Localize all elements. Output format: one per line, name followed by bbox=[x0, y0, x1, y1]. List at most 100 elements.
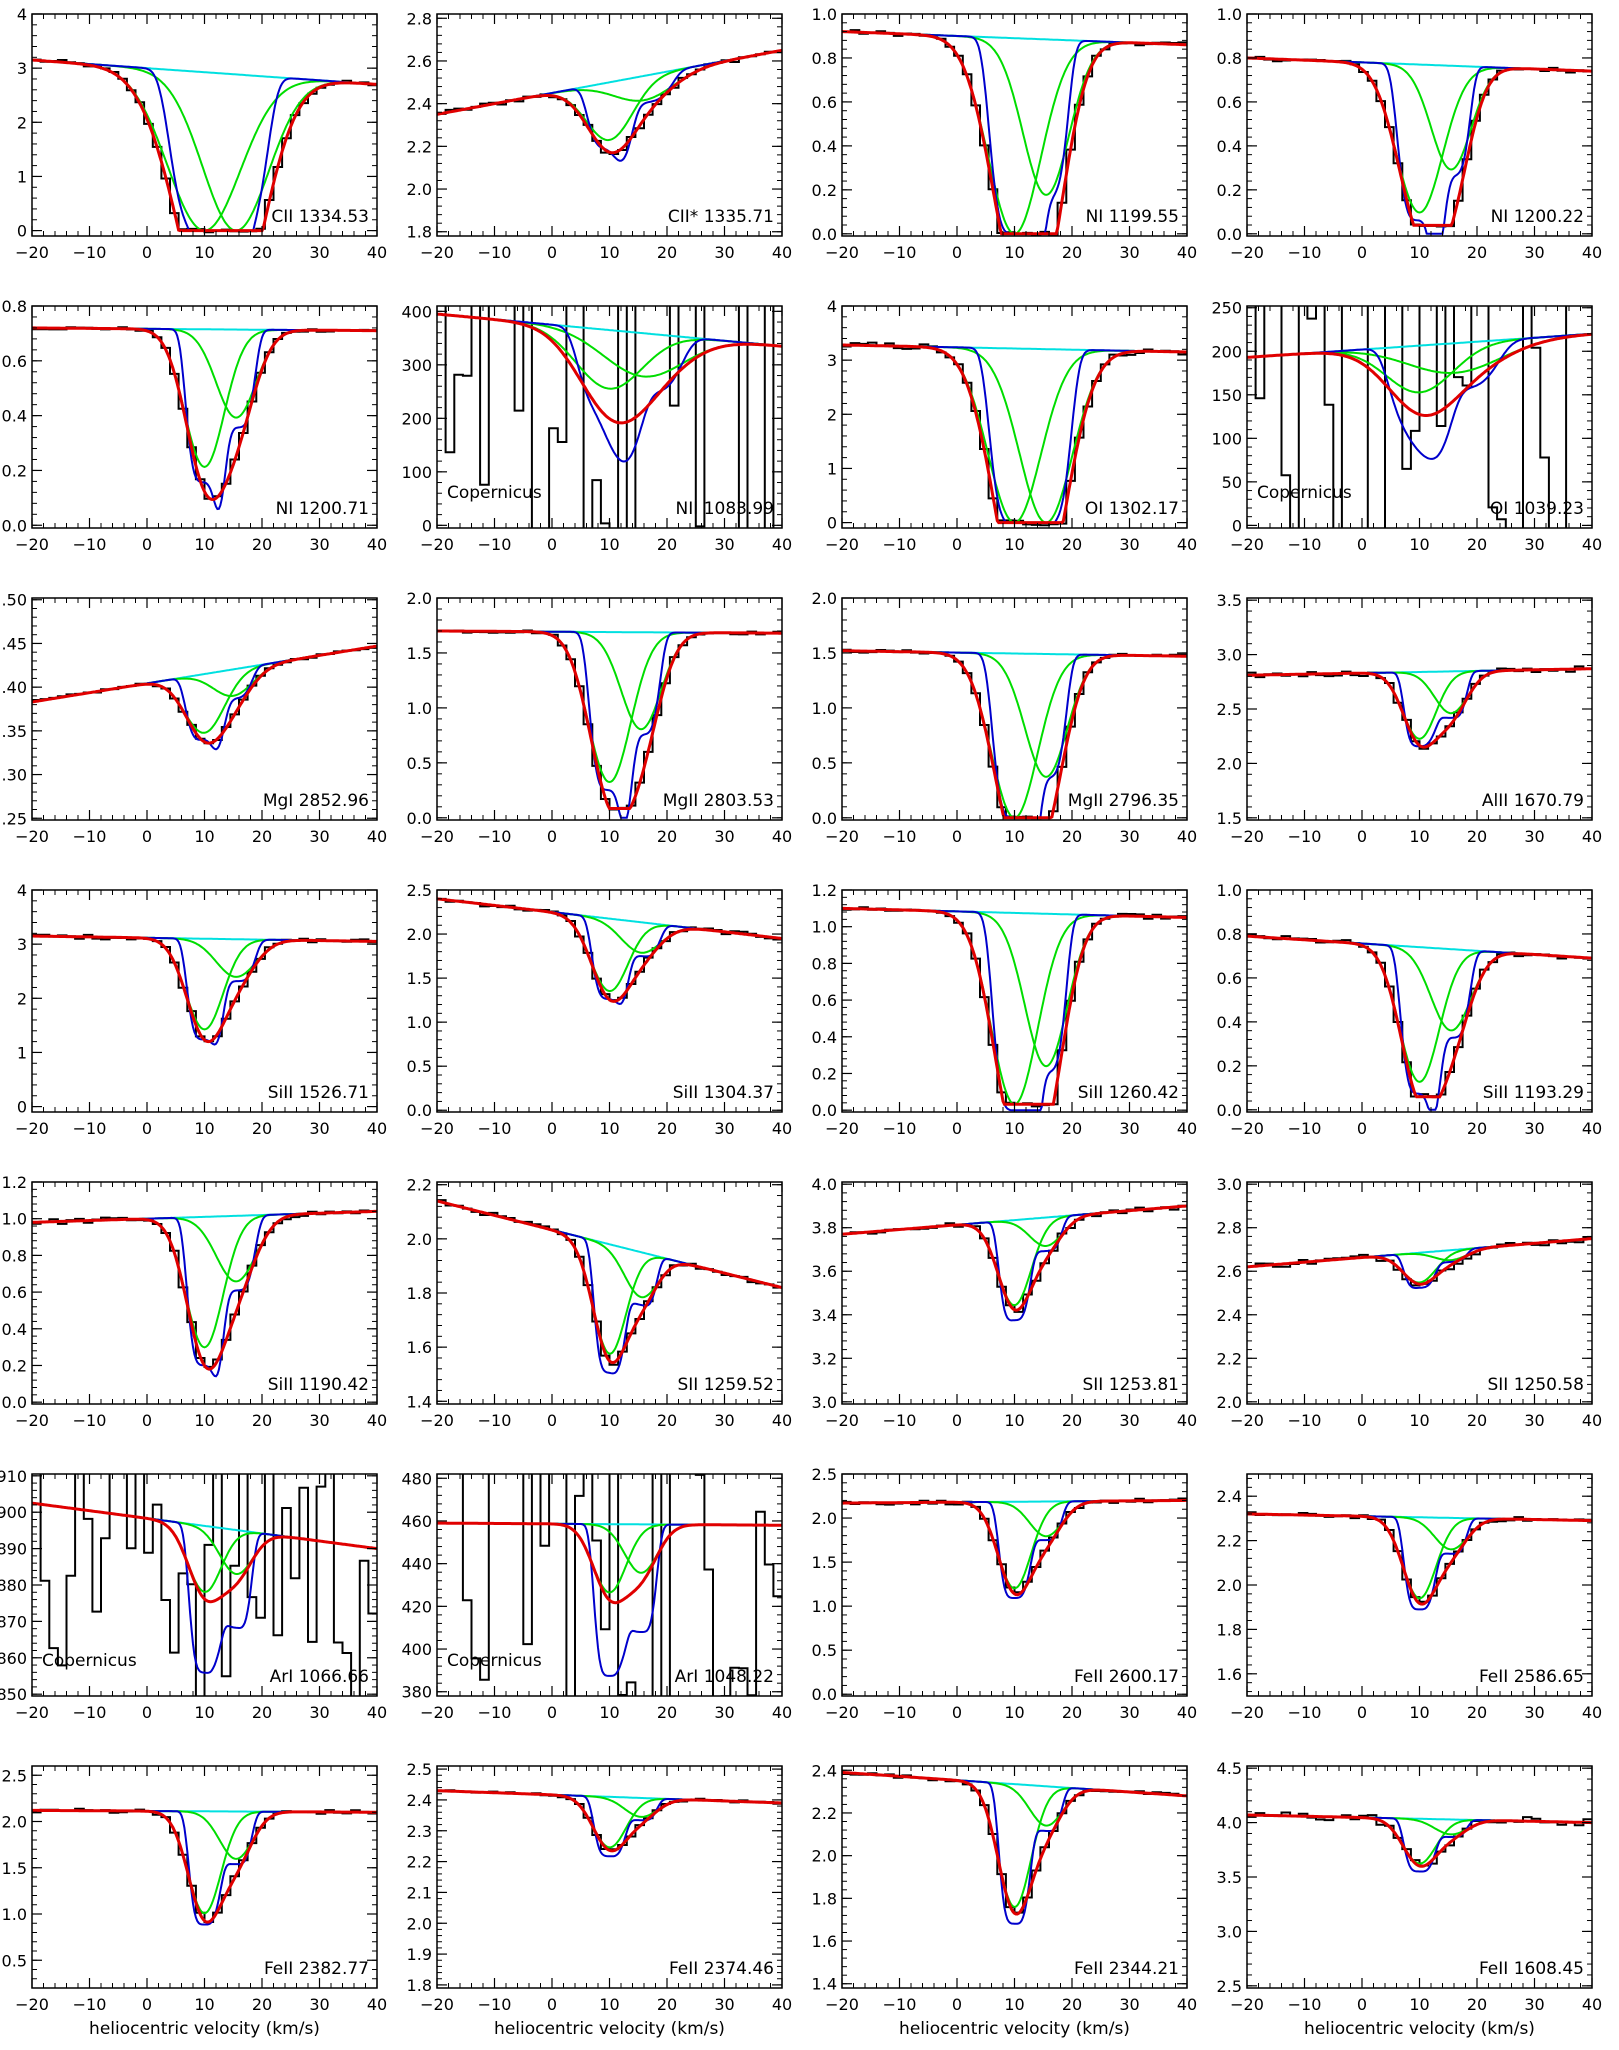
x-tick-label: 20 bbox=[252, 1119, 272, 1138]
x-tick-label: 40 bbox=[367, 1411, 387, 1430]
x-tick-label: 0 bbox=[547, 535, 557, 554]
panel-frame bbox=[841, 889, 1188, 1113]
x-tick-label: 30 bbox=[714, 1995, 734, 2014]
y-tick-label: 50 bbox=[1222, 473, 1242, 492]
x-tick-label: 40 bbox=[367, 1995, 387, 2014]
y-tick-label: 3.0 bbox=[812, 1393, 837, 1412]
y-tick-label: 2.2 bbox=[407, 1176, 432, 1195]
y-tick-label: 1.5 bbox=[407, 644, 432, 663]
x-tick-label: 20 bbox=[1467, 535, 1487, 554]
y-tick-label: 1 bbox=[17, 1043, 27, 1062]
fit-profile bbox=[32, 1808, 377, 1924]
observed-spectrum bbox=[1247, 55, 1592, 228]
x-tick-label: 0 bbox=[142, 1411, 152, 1430]
component-2-profile bbox=[32, 326, 377, 419]
panel-frame bbox=[841, 597, 1188, 821]
panel-frame bbox=[1246, 13, 1593, 237]
observed-spectrum bbox=[461, 1474, 782, 1696]
y-tick-label: 0.8 bbox=[1217, 925, 1242, 944]
component-2-profile bbox=[32, 935, 377, 978]
x-tick-label: 20 bbox=[252, 1703, 272, 1722]
y-tick-label: 0.5 bbox=[2, 1951, 27, 1970]
panel-sii-1259.52: −20 −10 0 10 20 30 40 1.4 1.6 1.8 2.0 2.2 SII 1259.5… bbox=[407, 1176, 793, 1430]
component-1-profile bbox=[842, 1499, 1187, 1590]
x-tick-label: 40 bbox=[367, 1703, 387, 1722]
y-tick-label: 2.8 bbox=[1217, 1219, 1242, 1238]
x-tick-label: 10 bbox=[599, 1119, 619, 1138]
x-tick-label: 40 bbox=[1582, 1411, 1602, 1430]
y-tick-label: 2.4 bbox=[407, 1791, 432, 1810]
instrument-note: Copernicus bbox=[447, 1651, 542, 1671]
x-tick-label: −20 bbox=[420, 827, 454, 846]
x-tick-label: −20 bbox=[15, 1995, 49, 2014]
panel-ari-1048.22: −20 −10 0 10 20 30 40 380 400 420 440 460 480 ArI 104… bbox=[401, 1469, 792, 1722]
y-tick-label: .35 bbox=[2, 722, 27, 741]
x-tick-label: −20 bbox=[420, 1995, 454, 2014]
x-tick-label: 10 bbox=[1004, 535, 1024, 554]
y-tick-label: 890 bbox=[0, 1540, 27, 1559]
x-tick-label: 30 bbox=[714, 1703, 734, 1722]
y-tick-label: 0.0 bbox=[407, 1101, 432, 1120]
y-tick-label: 1.0 bbox=[812, 699, 837, 718]
x-tick-label: −20 bbox=[1230, 535, 1264, 554]
y-tick-label: 3.0 bbox=[1217, 1175, 1242, 1194]
x-tick-label: 10 bbox=[194, 1995, 214, 2014]
x-tick-label: 30 bbox=[1524, 1411, 1544, 1430]
y-tick-label: 1.8 bbox=[812, 1889, 837, 1908]
y-tick-label: .45 bbox=[2, 634, 27, 653]
panel-mgi-2852.96: −20 −10 0 10 20 30 40 .25 .30 .35 .40 .45 .50 MgI 285… bbox=[2, 591, 388, 846]
x-tick-label: −10 bbox=[73, 1703, 107, 1722]
x-tick-label: −20 bbox=[825, 827, 859, 846]
panel-sii-1250.58: −20 −10 0 10 20 30 40 2.0 2.2 2.4 2.6 2.8 3.0 SII 125… bbox=[1217, 1175, 1603, 1430]
y-tick-label: 910 bbox=[0, 1467, 27, 1486]
x-tick-label: 40 bbox=[772, 535, 792, 554]
x-tick-label: −10 bbox=[478, 827, 512, 846]
y-tick-label: 0.8 bbox=[812, 49, 837, 68]
intrinsic-profile bbox=[842, 907, 1187, 1112]
x-tick-label: 20 bbox=[252, 827, 272, 846]
panel-feii-2586.65: −20 −10 0 10 20 30 40 1.6 1.8 2.0 2.2 2.4 FeII 2586.… bbox=[1217, 1473, 1602, 1722]
component-2-profile bbox=[842, 30, 1187, 196]
y-tick-label: 150 bbox=[1211, 386, 1242, 405]
x-tick-label: 10 bbox=[1004, 1703, 1024, 1722]
y-tick-label: 1.0 bbox=[812, 918, 837, 937]
x-tick-label: 10 bbox=[1409, 1411, 1429, 1430]
x-tick-label: −10 bbox=[1288, 1703, 1322, 1722]
x-tick-label: 30 bbox=[309, 1995, 329, 2014]
x-tick-label: 30 bbox=[1524, 1703, 1544, 1722]
x-tick-label: 40 bbox=[1582, 1995, 1602, 2014]
x-tick-label: 10 bbox=[1409, 535, 1429, 554]
y-tick-label: .50 bbox=[2, 591, 27, 610]
panel-siii-1304.37: −20 −10 0 10 20 30 40 0.0 0.5 1.0 1.5 2.0 2.5 SiII 13… bbox=[407, 881, 793, 1138]
y-tick-label: 0.4 bbox=[2, 407, 27, 426]
y-tick-label: 0.4 bbox=[1217, 137, 1242, 156]
x-tick-label: 30 bbox=[309, 1119, 329, 1138]
y-tick-label: 850 bbox=[0, 1685, 27, 1704]
ion-label: MgII 2803.53 bbox=[663, 791, 774, 811]
x-tick-label: 30 bbox=[1119, 243, 1139, 262]
component-2-profile bbox=[437, 630, 782, 731]
x-axis-title: heliocentric velocity (km/s) bbox=[89, 2019, 320, 2039]
panel-frame bbox=[1246, 1181, 1593, 1405]
panel-frame bbox=[841, 1765, 1188, 1989]
y-tick-label: 300 bbox=[401, 356, 432, 375]
x-tick-label: 30 bbox=[309, 243, 329, 262]
fit-profile bbox=[842, 1770, 1187, 1916]
y-tick-label: 0.2 bbox=[2, 461, 27, 480]
y-tick-label: 2.0 bbox=[407, 925, 432, 944]
fit-profile bbox=[1247, 667, 1592, 749]
y-tick-label: 1.4 bbox=[812, 1975, 837, 1994]
y-tick-label: 460 bbox=[401, 1512, 432, 1531]
fit-profile bbox=[437, 1199, 782, 1365]
component-2-profile bbox=[842, 1499, 1187, 1538]
y-tick-label: 2.2 bbox=[407, 137, 432, 156]
observed-spectrum bbox=[32, 1807, 377, 1923]
y-tick-label: 2.5 bbox=[407, 881, 432, 900]
x-tick-label: 40 bbox=[367, 827, 387, 846]
y-tick-label: 2.4 bbox=[407, 95, 432, 114]
y-tick-label: 1.2 bbox=[812, 881, 837, 900]
x-tick-label: −20 bbox=[15, 1411, 49, 1430]
y-tick-label: 2.0 bbox=[407, 1230, 432, 1249]
y-tick-label: 2.0 bbox=[2, 1813, 27, 1832]
ion-label: SII 1259.52 bbox=[677, 1375, 774, 1395]
